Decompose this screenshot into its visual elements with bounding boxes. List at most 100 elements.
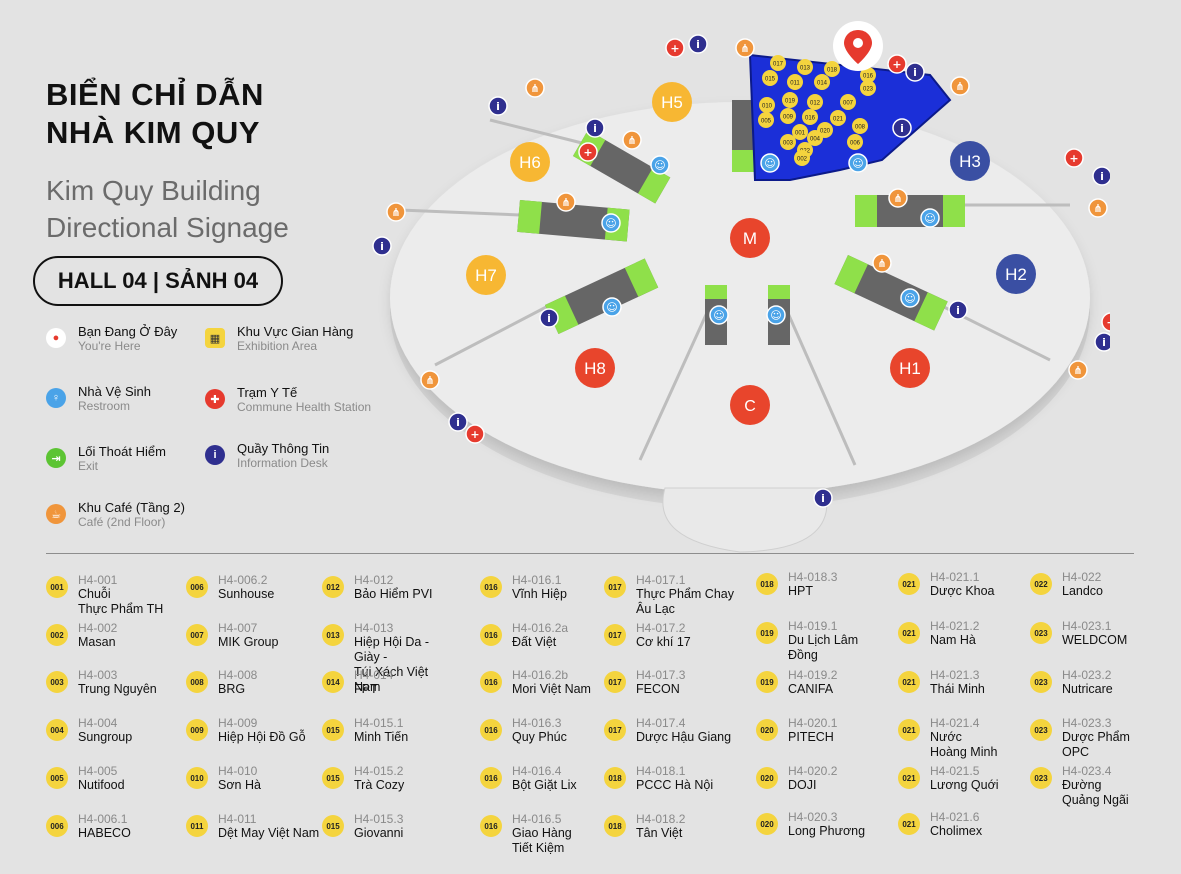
booth-badge: 013: [322, 624, 344, 646]
restroom-icon: ☺: [900, 288, 920, 308]
booth-dot: [852, 118, 868, 134]
hall-label-h3: H3: [959, 152, 981, 171]
svg-text:i: i: [1102, 336, 1106, 349]
booth-code: H4-020.2: [788, 764, 838, 778]
booth-code: H4-023.3: [1062, 716, 1112, 730]
svg-text:+: +: [583, 146, 592, 159]
booth-dot-label: 009: [783, 115, 794, 121]
booth-dot-label: 016: [805, 116, 816, 122]
booth-dot: [794, 150, 810, 166]
exhibitor-name: CANIFA: [788, 682, 834, 696]
exhibitor-name: Tân Việt: [636, 826, 683, 840]
hall-marker-h3: [950, 141, 990, 181]
booth-badge: 020: [756, 813, 778, 835]
booth-dot: [824, 61, 840, 77]
legend-label-en: Information Desk: [237, 456, 328, 470]
info-icon: i: [539, 308, 559, 328]
svg-text:☺: ☺: [770, 309, 781, 322]
booth-code: H4-004: [78, 716, 118, 730]
legend-label: Trạm Y Tế: [237, 385, 298, 400]
svg-text:i: i: [593, 122, 597, 135]
exhibitor-name: PITECH: [788, 730, 834, 744]
exhibitor-name: Nam Hà: [930, 633, 976, 647]
booth-dot-label: 021: [833, 117, 844, 123]
svg-text:☺: ☺: [904, 292, 915, 305]
booth-badge: 016: [480, 671, 502, 693]
booth-badge: 003: [46, 671, 68, 693]
booth-badge: 018: [604, 767, 626, 789]
booth-badge: 016: [480, 624, 502, 646]
directory-entry: 018 H4-018.1 PCCC Hà Nội: [604, 764, 739, 793]
booth-code: H4-021.4: [930, 716, 980, 730]
cafe-icon: ⋔: [420, 370, 440, 390]
booth-dot: [792, 124, 808, 140]
exhibitor-name: Vĩnh Hiệp: [512, 587, 567, 601]
directory-entry: 007 H4-007 MIK Group: [186, 621, 321, 650]
booth-code: H4-019.2: [788, 668, 838, 682]
booth-badge: 017: [604, 576, 626, 598]
booth-dot: [782, 92, 798, 108]
booth-badge: 022: [1030, 573, 1052, 595]
legend-label: Nhà Vệ Sinh: [78, 384, 151, 399]
directory-entry: 019 H4-019.2 CANIFA: [756, 668, 891, 697]
directory-entry: 010 H4-010 Sơn Hà: [186, 764, 321, 793]
exhibitor-name: Nước Hoàng Minh: [930, 730, 998, 759]
directory-entry: 017 H4-017.3 FECON: [604, 668, 739, 697]
svg-text:⋔: ⋔: [425, 374, 434, 387]
booth-badge: 021: [898, 573, 920, 595]
svg-text:☺: ☺: [713, 309, 724, 322]
svg-text:i: i: [821, 492, 825, 505]
booth-dot: [814, 74, 830, 90]
directory-entry: 009 H4-009 Hiệp Hội Đồ Gỗ: [186, 716, 321, 745]
medical-cross-icon: ✚: [205, 389, 225, 409]
svg-text:i: i: [696, 38, 700, 51]
restroom-icon: ☺: [601, 213, 621, 233]
info-icon: i: [205, 445, 225, 465]
booth-code: H4-016.3: [512, 716, 562, 730]
directory-entry: 018 H4-018.3 HPT: [756, 570, 891, 599]
legend-label-en: You're Here: [78, 339, 141, 353]
directory-entry: 016 H4-016.3 Quy Phúc: [480, 716, 615, 745]
svg-text:+: +: [670, 42, 679, 55]
booth-code: H4-005: [78, 764, 118, 778]
hall-label-h2: H2: [1005, 265, 1027, 284]
booth-dot-label: 007: [843, 101, 854, 107]
exhibitor-name: Quy Phúc: [512, 730, 567, 744]
booth-dot-label: 004: [810, 137, 821, 143]
info-icon: i: [1092, 166, 1110, 186]
booth-dot: [840, 94, 856, 110]
booth-code: H4-011: [218, 812, 257, 826]
legend-label: Khu Vực Gian Hàng: [237, 324, 354, 339]
restroom-icon: ♀: [46, 388, 66, 408]
exhibitor-name: Bột Giặt Lix: [512, 778, 577, 792]
info-icon: i: [488, 96, 508, 116]
exhibitor-name: Nutricare: [1062, 682, 1113, 696]
hall-label-h8: H8: [584, 359, 606, 378]
directory-entry: 016 H4-016.1 Vĩnh Hiệp: [480, 573, 615, 602]
restroom-icon: ☺: [709, 305, 729, 325]
booth-code: H4-006.2: [218, 573, 268, 587]
info-icon: i: [1094, 332, 1110, 352]
directory-entry: 012 H4-012 Bảo Hiểm PVI: [322, 573, 457, 602]
directory-entry: 016 H4-016.2b Mori Việt Nam: [480, 668, 615, 697]
directory-entry: 004 H4-004 Sungroup: [46, 716, 181, 745]
medical-cross-icon: +: [465, 424, 485, 444]
booth-dot: [807, 94, 823, 110]
booth-dot-label: 014: [817, 81, 828, 87]
cafe-icon: ⋔: [1088, 198, 1108, 218]
directory-entry: 005 H4-005 Nutifood: [46, 764, 181, 793]
directory-entry: 021 H4-021.1 Dược Khoa: [898, 570, 1033, 599]
booth-code: H4-007: [218, 621, 258, 635]
directory-entry: 006 H4-006.1 HABECO: [46, 812, 181, 841]
svg-text:☺: ☺: [852, 157, 863, 170]
exhibitor-name: WELDCOM: [1062, 633, 1128, 647]
svg-text:⋔: ⋔: [1093, 202, 1102, 215]
booth-badge: 007: [186, 624, 208, 646]
booth-badge: 017: [604, 671, 626, 693]
directory-entry: 017 H4-017.2 Cơ khí 17: [604, 621, 739, 650]
booth-badge: 021: [898, 671, 920, 693]
booth-code: H4-016.1: [512, 573, 562, 587]
restroom-icon: ☺: [602, 297, 622, 317]
exhibitor-name: Sơn Hà: [218, 778, 261, 792]
